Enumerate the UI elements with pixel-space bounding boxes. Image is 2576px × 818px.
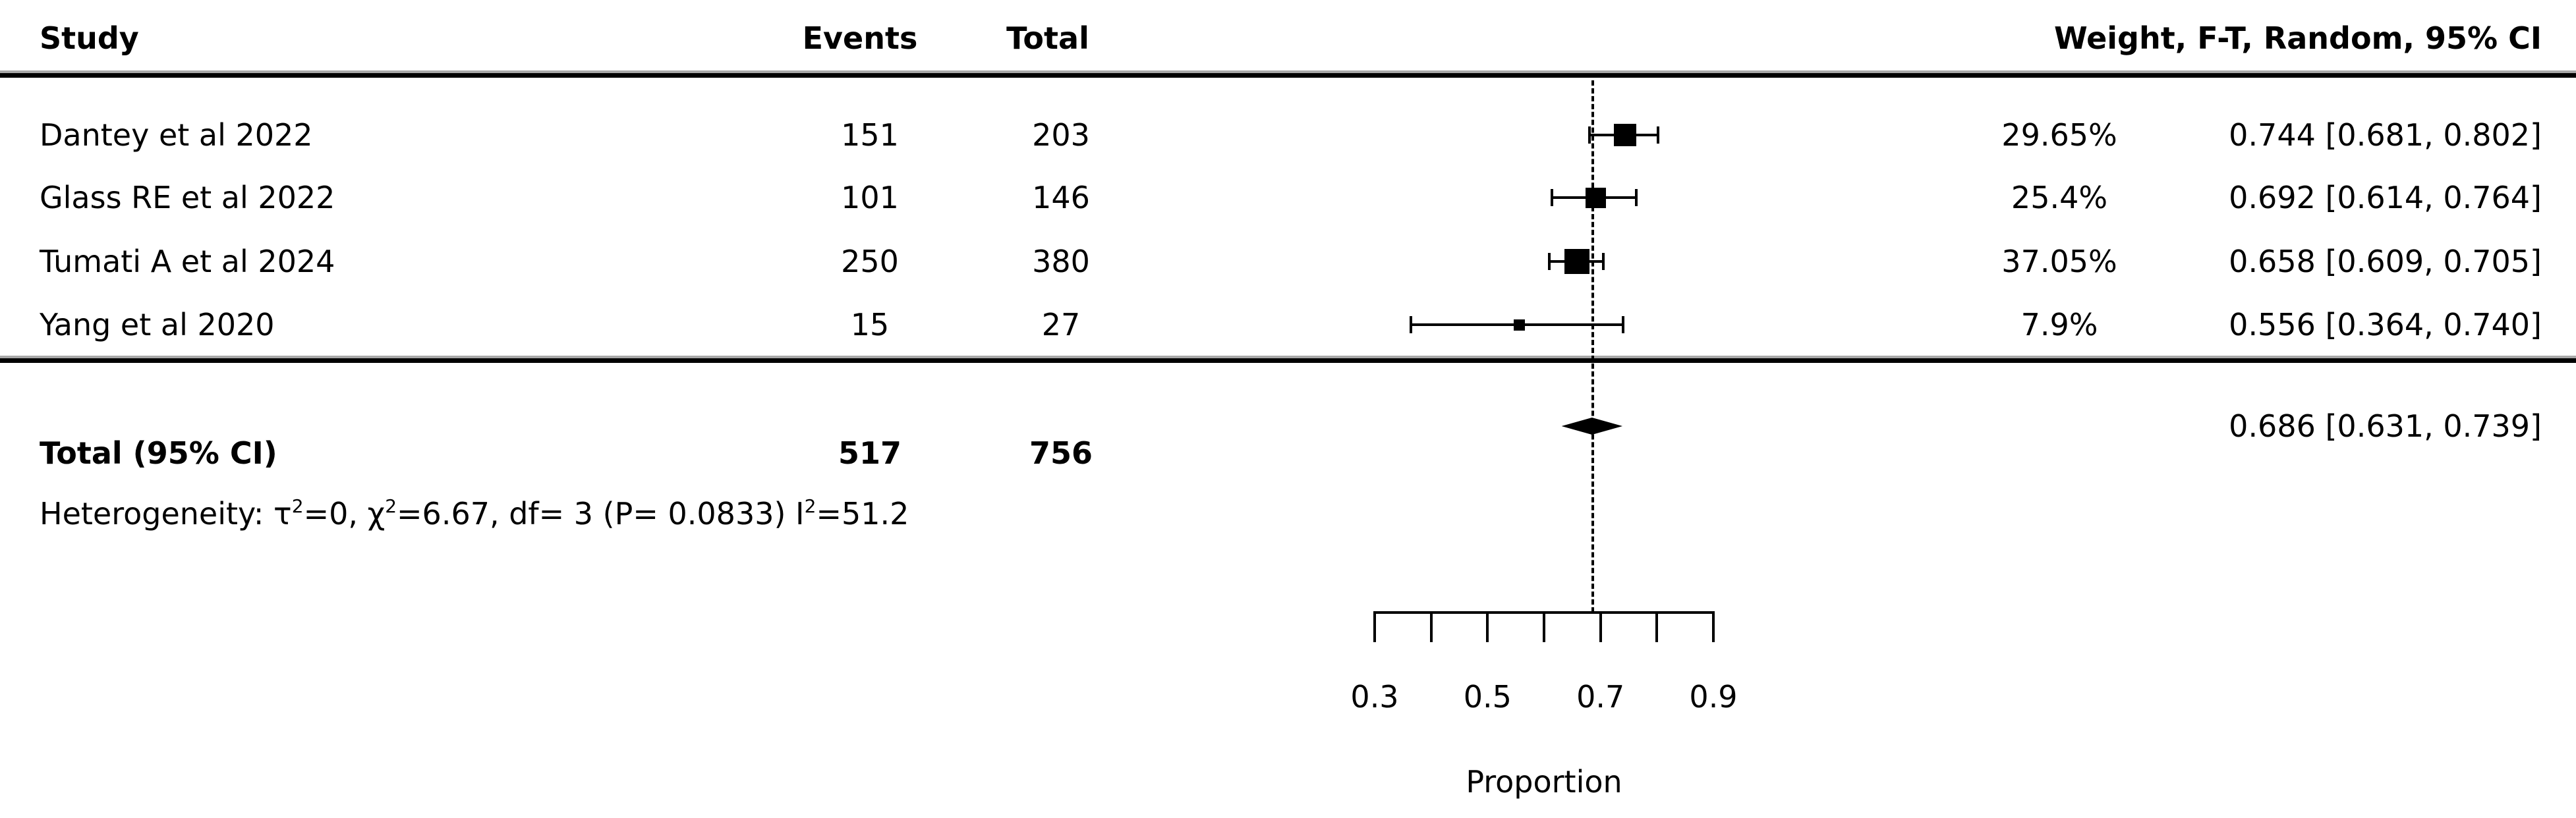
ci-cap-right	[1621, 316, 1624, 333]
study-total: 380	[1032, 244, 1090, 279]
study-weight: 29.65%	[2001, 117, 2117, 153]
total-row: Total (95% CI) 517 756	[0, 438, 2576, 468]
superscript: 2	[385, 495, 397, 517]
column-header-study: Study	[40, 20, 139, 56]
pooled-diamond	[1561, 418, 1623, 435]
study-ci: 0.556 [0.364, 0.740]	[2229, 307, 2542, 342]
x-axis-title: Proportion	[1466, 764, 1622, 800]
total-total: 756	[1029, 435, 1093, 471]
column-header-weight-ci: Weight, F-T, Random, 95% CI	[2053, 20, 2542, 56]
study-weight: 37.05%	[2001, 244, 2117, 279]
study-name: Glass RE et al 2022	[40, 180, 335, 215]
study-total: 203	[1032, 117, 1090, 153]
x-axis-tick	[1429, 611, 1433, 642]
study-weight: 25.4%	[2011, 180, 2108, 215]
separator-rule-line	[0, 358, 2576, 363]
x-axis-tick-label: 0.7	[1576, 679, 1625, 715]
study-events: 250	[841, 244, 899, 279]
point-estimate-square	[1564, 249, 1589, 274]
column-header-total: Total	[1006, 20, 1089, 56]
heterogeneity-part: =6.67, df= 3 (P= 0.0833) I	[397, 496, 805, 532]
header-rule	[0, 70, 2576, 78]
superscript: 2	[291, 495, 304, 517]
heterogeneity-part: Heterogeneity: τ	[40, 496, 292, 532]
header-rule-shadow	[0, 70, 2576, 73]
study-ci: 0.692 [0.614, 0.764]	[2229, 180, 2542, 215]
study-ci: 0.658 [0.609, 0.705]	[2229, 244, 2542, 279]
study-total: 27	[1041, 307, 1081, 342]
superscript: 2	[804, 495, 816, 517]
x-axis-tick	[1373, 611, 1376, 642]
study-total: 146	[1032, 180, 1090, 215]
x-axis-tick-label: 0.9	[1689, 679, 1738, 715]
total-events: 517	[838, 435, 902, 471]
x-axis-tick	[1486, 611, 1489, 642]
study-name: Tumati A et al 2024	[40, 244, 335, 279]
x-axis-tick	[1655, 611, 1659, 642]
pooled-ci: 0.686 [0.631, 0.739]	[2229, 408, 2542, 444]
study-events: 101	[841, 180, 899, 215]
study-events: 15	[850, 307, 890, 342]
study-row: Dantey et al 2022 151 203 29.65% 0.744 […	[0, 120, 2576, 150]
x-axis-tick	[1543, 611, 1545, 642]
x-axis-tick	[1712, 611, 1715, 642]
ci-cap-right	[1601, 253, 1605, 270]
column-header-events: Events	[802, 20, 918, 56]
reference-line	[1591, 80, 1594, 613]
study-row: Yang et al 2020 15 27 7.9% 0.556 [0.364,…	[0, 310, 2576, 340]
heterogeneity-part: =51.2	[816, 496, 909, 532]
heterogeneity-text: Heterogeneity: τ2=0, χ2=6.67, df= 3 (P= …	[40, 496, 909, 532]
total-label: Total (95% CI)	[40, 435, 277, 471]
study-row: Tumati A et al 2024 250 380 37.05% 0.658…	[0, 246, 2576, 277]
study-name: Dantey et al 2022	[40, 117, 313, 153]
ci-cap-right	[1657, 126, 1660, 144]
study-events: 151	[841, 117, 899, 153]
point-estimate-square	[1513, 319, 1525, 331]
ci-cap-left	[1547, 253, 1551, 270]
x-axis-tick-label: 0.5	[1463, 679, 1512, 715]
separator-rule	[0, 356, 2576, 363]
x-axis-tick	[1599, 611, 1602, 642]
ci-cap-right	[1635, 189, 1638, 206]
ci-cap-left	[1409, 316, 1412, 333]
header-rule-line	[0, 73, 2576, 78]
x-axis-tick-label: 0.3	[1350, 679, 1399, 715]
ci-cap-left	[1588, 126, 1591, 144]
study-row: Glass RE et al 2022 101 146 25.4% 0.692 …	[0, 182, 2576, 213]
point-estimate-square	[1614, 124, 1637, 146]
study-name: Yang et al 2020	[40, 307, 275, 342]
study-ci: 0.744 [0.681, 0.802]	[2229, 117, 2542, 153]
study-weight: 7.9%	[2020, 307, 2098, 342]
heterogeneity-part: =0, χ	[303, 496, 386, 532]
separator-rule-shadow	[0, 356, 2576, 358]
ci-cap-left	[1550, 189, 1553, 206]
point-estimate-square	[1586, 187, 1607, 208]
